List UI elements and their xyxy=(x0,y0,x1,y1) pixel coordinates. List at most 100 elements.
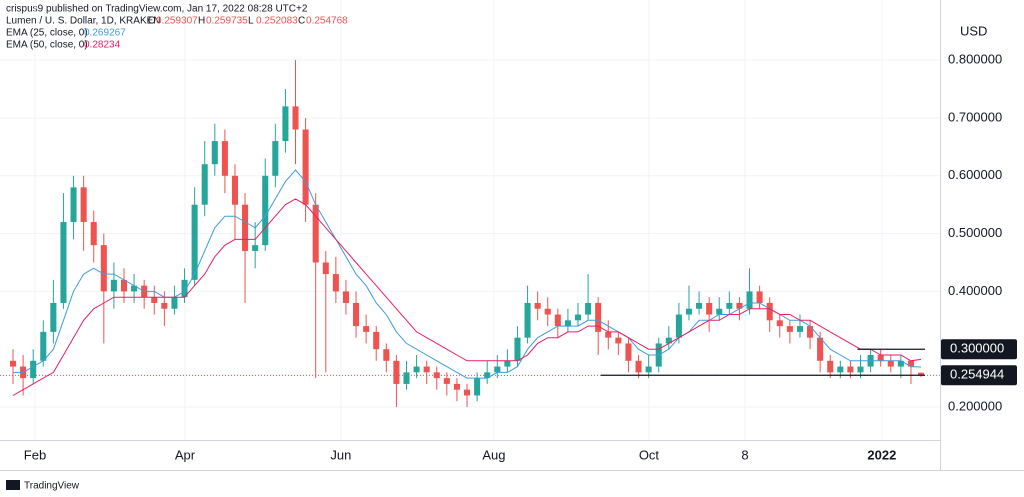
candle-body xyxy=(332,274,339,292)
candle-body xyxy=(40,331,47,361)
candle-body xyxy=(80,187,87,223)
candle-body xyxy=(635,360,642,373)
candle-body xyxy=(716,308,723,315)
ohlc-value: 0.259307 xyxy=(156,16,198,27)
candle-body xyxy=(554,314,561,327)
candle-body xyxy=(484,372,491,379)
candle-body xyxy=(675,314,682,338)
candle-body xyxy=(766,302,773,321)
candle-body xyxy=(373,331,380,350)
candle-body xyxy=(312,204,319,263)
candle-body xyxy=(353,302,360,327)
ema-line xyxy=(12,198,922,396)
ohlc-label: H xyxy=(198,16,205,27)
candle-body xyxy=(171,297,178,309)
candle-body xyxy=(776,320,783,327)
candle-body xyxy=(453,383,460,390)
y-tick-label: 0.500000 xyxy=(948,225,1002,240)
candle-body xyxy=(252,245,259,251)
candle-body xyxy=(817,337,824,361)
candle-body xyxy=(201,164,208,205)
candle-body xyxy=(423,366,430,373)
candle-body xyxy=(221,141,228,176)
candle-body xyxy=(796,326,803,332)
candle-body xyxy=(110,279,117,292)
price-label: 0.300000 xyxy=(950,341,1004,356)
candle-body xyxy=(746,291,753,309)
y-tick-label: 0.200000 xyxy=(948,398,1002,413)
candle-body xyxy=(90,222,97,246)
ohlc-value: 0.252083 xyxy=(256,16,298,27)
candle-body xyxy=(786,326,793,332)
candle-body xyxy=(322,262,329,275)
candle-body xyxy=(191,204,198,280)
candle-body xyxy=(120,279,128,292)
candle-body xyxy=(585,302,592,315)
y-tick-label: 0.600000 xyxy=(948,167,1002,182)
candle-body xyxy=(685,308,693,315)
candle-body xyxy=(736,302,743,309)
candle-body xyxy=(907,360,914,367)
candle-body xyxy=(70,187,77,223)
candle-body xyxy=(837,366,844,373)
candle-body xyxy=(100,245,107,292)
candle-body xyxy=(242,204,249,251)
y-tick-label: 0.700000 xyxy=(948,109,1002,124)
candle-body xyxy=(756,291,763,303)
ohlc-value: 0.259735 xyxy=(206,16,248,27)
candle-body xyxy=(544,308,551,315)
candle-body xyxy=(262,175,269,246)
price-label: 0.254944 xyxy=(950,367,1004,382)
candle-body xyxy=(30,360,37,379)
candle-body xyxy=(847,366,854,373)
candle-body xyxy=(726,302,733,309)
candle-body xyxy=(161,302,168,309)
chart-title: Lumen / U. S. Dollar, 1D, KRAKEN xyxy=(6,16,161,27)
ohlc-label: L xyxy=(248,16,254,27)
currency: USD xyxy=(960,23,987,38)
candle-body xyxy=(131,285,138,292)
ohlc-value: 0.254768 xyxy=(306,16,348,27)
legend-value: 0.269267 xyxy=(84,28,126,39)
candle-body xyxy=(827,360,834,373)
logo xyxy=(6,480,20,490)
candle-body xyxy=(282,106,289,142)
candle-body xyxy=(615,337,622,344)
candle-body xyxy=(645,366,652,373)
x-tick-label: 8 xyxy=(741,447,748,462)
x-tick-label: Feb xyxy=(24,447,46,462)
candle-body xyxy=(363,326,370,332)
candle-body xyxy=(474,378,481,396)
candle-body xyxy=(595,302,602,332)
y-tick-label: 0.800000 xyxy=(948,52,1002,67)
candle-body xyxy=(9,360,17,367)
x-tick-label: Jun xyxy=(330,447,351,462)
candle-body xyxy=(211,141,218,165)
candle-body xyxy=(807,326,814,338)
x-tick-label: Apr xyxy=(175,447,196,462)
candle-body xyxy=(383,349,390,361)
candle-body xyxy=(696,302,703,309)
price-label-box xyxy=(941,339,1017,360)
footer: TradingView xyxy=(24,481,80,492)
candle-body xyxy=(877,355,884,361)
candle-body xyxy=(292,106,299,130)
candle-body xyxy=(574,314,582,321)
candle-body xyxy=(918,372,925,376)
candle-body xyxy=(433,372,440,379)
price-label-box xyxy=(941,365,1017,386)
candle-body xyxy=(403,372,410,384)
candle-body xyxy=(625,343,632,361)
candle-body xyxy=(342,291,349,303)
legend-name: EMA (25, close, 0) xyxy=(6,28,88,39)
candle-body xyxy=(564,320,571,327)
candle-body xyxy=(272,141,279,176)
candle-body xyxy=(494,366,501,373)
candle-body xyxy=(231,175,239,205)
candle-body xyxy=(443,378,450,384)
candle-body xyxy=(665,337,672,344)
candle-body xyxy=(857,366,864,373)
candle-body xyxy=(463,389,471,396)
candle-body xyxy=(897,360,904,367)
